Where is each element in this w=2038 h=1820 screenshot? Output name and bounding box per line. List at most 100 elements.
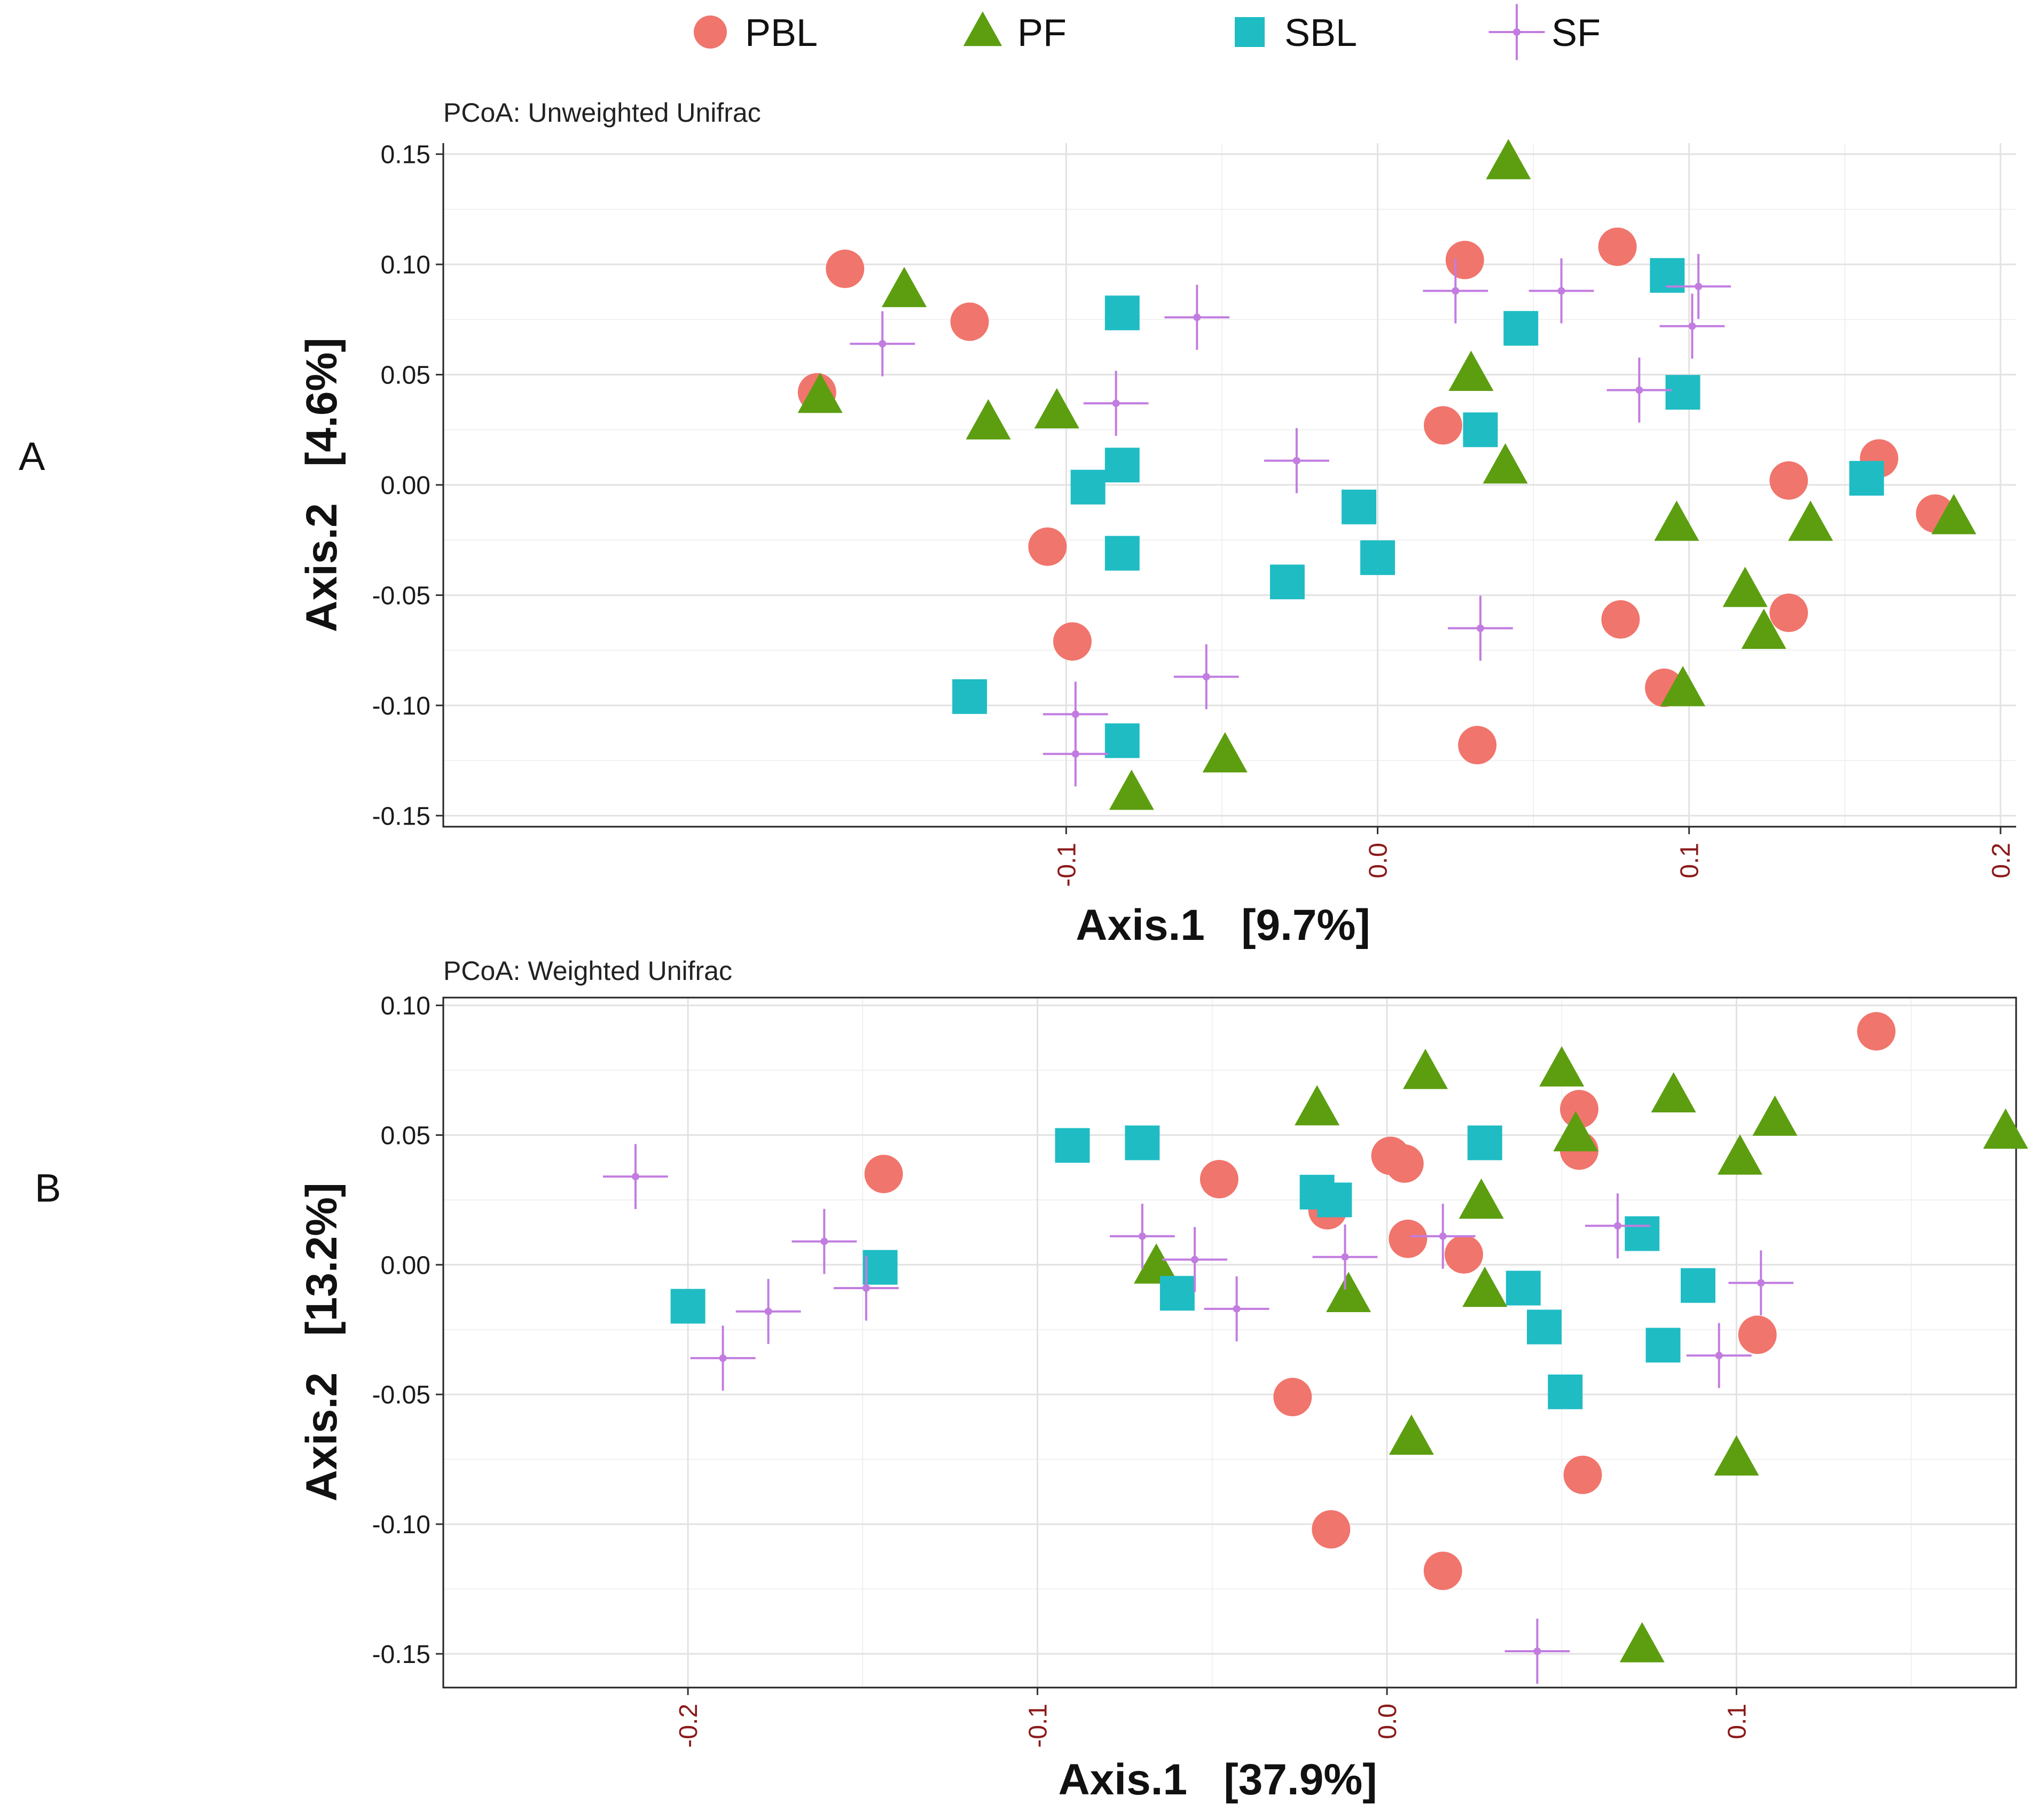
panel-a-point-sf: [1042, 721, 1108, 787]
legend-marker-sf: [1488, 4, 1545, 60]
panel-a-point-sf: [1083, 371, 1149, 436]
panel-a-point-sf: [1606, 357, 1672, 423]
panel-a-point-pbl: [1053, 622, 1092, 661]
panel-a-series-pf: [797, 139, 1977, 810]
panel-a-point-pf: [797, 372, 843, 413]
panel-a-point-pf: [1448, 350, 1494, 391]
panel-letter-b: B: [35, 1166, 61, 1210]
panel-a-point-pf: [1660, 666, 1706, 707]
panel-a-point-sbl: [1269, 564, 1305, 600]
panel-b-point-pbl: [1385, 1144, 1424, 1183]
panel-a-point-pbl: [1445, 240, 1484, 279]
panel-b-point-pf: [1295, 1085, 1340, 1126]
panel-a-point-pf: [882, 266, 927, 308]
panel-b-xtick-label: -0.1: [1024, 1704, 1053, 1748]
panel-b-point-sbl: [670, 1289, 706, 1324]
panel-a-point-pf: [1788, 500, 1833, 541]
panel-b-ytick-label: 0.10: [381, 992, 430, 1021]
panel-b-point-sf: [1410, 1203, 1476, 1269]
panel-b-point-sf: [1585, 1193, 1650, 1259]
legend-label-pf: PF: [1017, 12, 1067, 54]
panel-a-title: PCoA: Unweighted Unifrac: [443, 98, 761, 128]
panel-b-series-sbl: [670, 1125, 1715, 1409]
panel-a-point-sf: [1173, 644, 1239, 710]
panel-a-point-pf: [1741, 608, 1786, 649]
panel-a-point-sf: [850, 311, 915, 376]
panel-letter-a: A: [19, 434, 45, 478]
panel-a-series-sf: [850, 254, 1731, 787]
panel-a-point-pf: [1654, 500, 1699, 541]
panel-a-point-sbl: [1360, 540, 1395, 575]
panel-a-point-pbl: [1769, 593, 1808, 632]
panel-b-point-pbl: [1559, 1089, 1598, 1128]
panel-b-point-sbl: [1055, 1128, 1090, 1163]
legend-marker-sbl: [1235, 17, 1265, 47]
panel-b-point-sf: [791, 1209, 857, 1274]
panel-a-point-sbl: [1342, 489, 1376, 524]
panel-a-point-sbl: [1104, 723, 1140, 758]
panel-b-point-sbl: [1125, 1125, 1160, 1160]
panel-a-point-sf: [1164, 285, 1230, 350]
panel-a-point-pbl: [1458, 726, 1497, 765]
panel-a-point-sbl: [952, 679, 987, 714]
panel-a-point-pbl: [1598, 228, 1637, 266]
panel-a-plot: 0.15 0.10 0.05 0.00 -0.05 -0.10 -0.15 -0.1 0.0 0.…: [297, 98, 2016, 950]
panel-a-xtick-label: 0.0: [1365, 843, 1393, 878]
panel-a-point-pf: [1034, 388, 1079, 429]
panel-b-point-sbl: [1680, 1268, 1715, 1303]
panel-b-point-pf: [1553, 1111, 1598, 1151]
panel-b-series-pf: [1134, 1046, 2028, 1662]
panel-a-point-pf: [1486, 139, 1531, 179]
panel-b-point-pf: [1619, 1622, 1665, 1662]
panel-a-point-pbl: [1424, 406, 1462, 445]
panel-a-point-sbl: [1104, 536, 1140, 571]
panel-b-point-sf: [1162, 1227, 1227, 1292]
panel-b-point-sbl: [1527, 1309, 1562, 1345]
panel-a-xtick-label: 0.1: [1676, 843, 1704, 878]
panel-b-point-sbl: [1317, 1182, 1352, 1218]
panel-b-point-pbl: [1445, 1235, 1483, 1274]
panel-b-point-sf: [690, 1325, 756, 1391]
panel-b-x-axis-label: Axis.1 [37.9%]: [1058, 1755, 1377, 1804]
panel-a-point-sbl: [1503, 311, 1539, 346]
panel-b-point-sbl: [1548, 1374, 1583, 1409]
panel-b-point-pf: [1539, 1046, 1585, 1087]
panel-b-point-pbl: [1200, 1160, 1239, 1198]
legend-label-pbl: PBL: [745, 12, 818, 54]
panel-a-point-pbl: [826, 249, 865, 288]
panel-b-point-sbl: [1645, 1328, 1681, 1363]
panel-a-frame: [442, 143, 2016, 828]
panel-b-xtick-label: 0.0: [1374, 1704, 1402, 1739]
panel-b-point-pf: [1714, 1435, 1759, 1476]
panel-b-point-sf: [1504, 1619, 1570, 1684]
panel-b-point-pf: [1983, 1108, 2028, 1149]
panel-a-point-pbl: [1769, 461, 1808, 500]
panel-b-ytick-label: -0.15: [372, 1641, 430, 1669]
panel-a-point-sf: [1528, 258, 1594, 324]
panel-a-point-sf: [1659, 293, 1725, 359]
panel-b-point-sbl: [863, 1250, 898, 1285]
panel-b-point-sf: [1109, 1203, 1175, 1269]
panel-b-point-sf: [603, 1144, 668, 1210]
panel-b-ytick-label: -0.05: [372, 1381, 430, 1409]
panel-a-ytick-label: 0.15: [381, 141, 430, 169]
panel-b-point-pf: [1326, 1272, 1371, 1313]
panel-a-point-sf: [1423, 258, 1488, 324]
panel-b-point-sf: [1312, 1224, 1378, 1290]
panel-a-xtick-label: -0.1: [1053, 843, 1081, 887]
panel-a-series-sbl: [952, 258, 1884, 758]
panel-b-point-pbl: [1273, 1378, 1312, 1416]
panel-b-point-sbl: [1506, 1270, 1541, 1306]
panel-b-point-pf: [1389, 1414, 1434, 1455]
panel-a-point-sf: [1666, 254, 1731, 319]
panel-a-point-sbl: [1104, 448, 1140, 483]
panel-b-point-pf: [1651, 1072, 1696, 1113]
panel-b-point-pbl: [1857, 1012, 1896, 1051]
panel-a-point-sf: [1448, 595, 1513, 661]
panel-b-xtick-label: -0.2: [675, 1704, 703, 1748]
panel-a-point-sbl: [1463, 412, 1498, 448]
panel-b-ytick-label: 0.05: [381, 1121, 430, 1150]
panel-b-point-sf: [1204, 1276, 1269, 1342]
panel-b-point-pf: [1402, 1048, 1448, 1089]
legend-label-sbl: SBL: [1284, 12, 1357, 54]
